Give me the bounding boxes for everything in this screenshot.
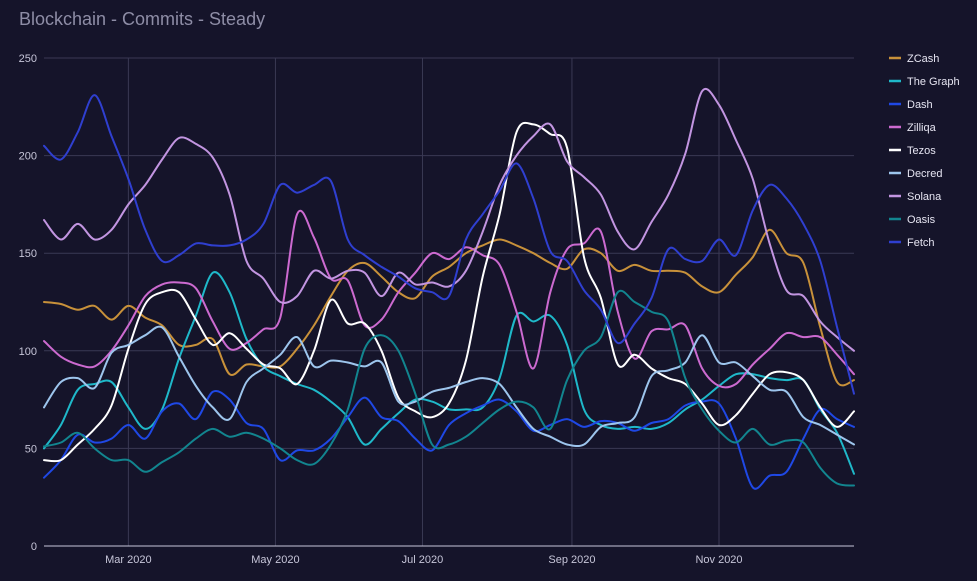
legend-label-zilliqa: Zilliqa bbox=[907, 122, 937, 134]
legend-label-the-graph: The Graph bbox=[907, 76, 960, 88]
series-line-zilliqa bbox=[43, 210, 855, 389]
legend-label-tezos: Tezos bbox=[907, 145, 936, 157]
legend: ZCash The Graph Dash Zilliqa Tezos Decred Sola… bbox=[889, 53, 960, 249]
x-tick-label: Mar 2020 bbox=[105, 554, 151, 566]
y-tick-label: 250 bbox=[19, 53, 37, 65]
x-tick-label: Sep 2020 bbox=[548, 554, 595, 566]
series-line-tezos bbox=[43, 121, 855, 463]
series-line-solana bbox=[43, 87, 855, 352]
legend-label-oasis: Oasis bbox=[907, 214, 936, 226]
chart-title: Blockchain - Commits - Steady bbox=[19, 9, 265, 29]
y-tick-label: 100 bbox=[19, 346, 37, 358]
y-tick-label: 200 bbox=[19, 151, 37, 163]
x-tick-label: May 2020 bbox=[251, 554, 299, 566]
legend-label-decred: Decred bbox=[907, 168, 942, 180]
legend-label-fetch: Fetch bbox=[907, 237, 935, 249]
series-line-oasis bbox=[43, 289, 855, 487]
x-tick-label: Jul 2020 bbox=[402, 554, 444, 566]
y-tick-label: 150 bbox=[19, 248, 37, 260]
legend-label-zcash: ZCash bbox=[907, 53, 939, 65]
y-tick-label: 0 bbox=[31, 541, 37, 553]
grid-layer bbox=[44, 57, 854, 547]
series-layer bbox=[43, 87, 855, 490]
axis-layer: 0 50 100 150 200 250 Mar 2020 May 2020 Jul 2020 S… bbox=[19, 53, 854, 566]
y-tick-label: 50 bbox=[25, 443, 37, 455]
series-line-fetch bbox=[43, 94, 855, 395]
series-line-dash bbox=[43, 390, 855, 490]
legend-label-dash: Dash bbox=[907, 99, 933, 111]
series-line-decred bbox=[43, 325, 855, 448]
legend-label-solana: Solana bbox=[907, 191, 942, 203]
x-tick-label: Nov 2020 bbox=[695, 554, 742, 566]
series-line-zcash bbox=[43, 228, 855, 387]
